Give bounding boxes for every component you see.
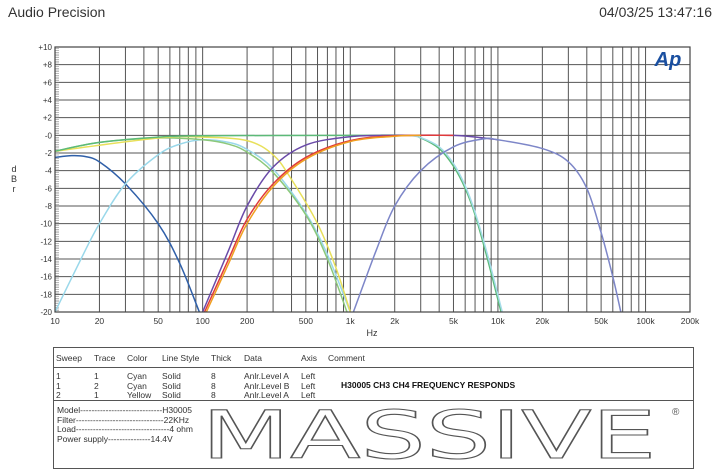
legend-cell: Anlr.Level A (244, 390, 289, 400)
x-tick-labels: 10 20 50 100 200 500 1k 2k 5k 10k 20k 50k 100k 200k (50, 316, 700, 326)
x-tick-label: 200 (240, 316, 254, 326)
x-axis-label: Hz (367, 328, 378, 338)
x-tick-label: 2k (390, 316, 400, 326)
y-tick-label: +8 (43, 61, 53, 70)
specs-block: Model-----------------------------H30005… (57, 405, 193, 444)
legend-cell: Left (301, 390, 316, 400)
legend-cell: 1 (56, 380, 61, 391)
y-axis-label-char: B (11, 174, 17, 184)
y-tick-label: -4 (45, 167, 53, 176)
y-tick-label: -2 (45, 149, 53, 158)
y-tick-label: +6 (43, 78, 53, 87)
x-tick-label: 200k (681, 316, 700, 326)
x-tick-label: 50 (153, 316, 163, 326)
series-line-4 (54, 135, 351, 313)
legend-cell: 8 (211, 371, 216, 381)
legend-cell: 8 (211, 380, 216, 391)
massive-logo-text: MASSIVE (202, 402, 657, 466)
y-tick-label: -0 (45, 131, 53, 140)
frequency-response-chart: +10+8+6+4+2-0-2-4-6-8-10-12-14-16-18-20 … (11, 43, 700, 338)
spec-model: Model-----------------------------H30005 (57, 405, 193, 415)
legend-cell: Cyan (127, 371, 147, 381)
legend-cell: Solid (162, 380, 181, 391)
series-line-7 (201, 134, 499, 313)
ap-logo: Ap (654, 49, 682, 71)
series-group (54, 134, 622, 313)
series-line-1 (54, 154, 201, 313)
legend-comment: H30005 CH3 CH4 FREQUENCY RESPONDS (341, 380, 516, 390)
spec-power: Power supply---------------14.4V (57, 433, 173, 444)
legend-table: Sweep Trace Color Line Style Thick Data … (53, 347, 694, 469)
legend-cell: 1 (56, 371, 61, 381)
col-thick: Thick (211, 353, 232, 363)
y-tick-label: -6 (45, 184, 53, 193)
x-tick-label: 100 (196, 316, 210, 326)
spec-filter: Filter-------------------------------22K… (57, 414, 190, 425)
legend-cell: Left (301, 380, 316, 391)
legend-cell: Yellow (127, 390, 152, 400)
y-tick-label: +2 (43, 114, 53, 123)
y-tick-label: -14 (40, 255, 52, 264)
x-tick-label: 10k (491, 316, 505, 326)
legend-cell: 8 (211, 390, 216, 400)
y-tick-label: +10 (38, 43, 52, 52)
legend-cell: 1 (94, 371, 99, 381)
y-tick-label: +4 (43, 96, 53, 105)
legend-cell: 1 (94, 390, 99, 400)
legend-cell: Anlr.Level A (244, 371, 289, 381)
legend-cell: Solid (162, 371, 181, 381)
y-tick-labels: +10 +8 +6 +4 +2 -0 -2 -4 -6 -8 -10 -12 -14 -16 -18 -20 (38, 43, 52, 317)
x-tick-label: 20k (536, 316, 550, 326)
series-line-10 (352, 137, 622, 313)
legend-cell: Solid (162, 390, 181, 400)
massive-logo: MASSIVE ® (201, 402, 680, 466)
x-tick-label: 100k (636, 316, 655, 326)
y-tick-label: -16 (40, 273, 52, 282)
legend-cell: Cyan (127, 380, 147, 391)
registered-mark: ® (672, 407, 680, 418)
x-tick-label: 1k (346, 316, 356, 326)
col-color: Color (127, 353, 148, 363)
legend-cell: Anlr.Level B (244, 380, 290, 391)
x-tick-label: 5k (449, 316, 459, 326)
y-axis-label-char: d (11, 164, 16, 174)
y-tick-label: -8 (45, 202, 53, 211)
legend-cell: 2 (94, 380, 99, 391)
x-tick-label: 500 (299, 316, 313, 326)
legend-cell: 2 (56, 390, 61, 400)
timestamp: 04/03/25 13:47:16 (599, 4, 712, 20)
y-tick-label: -18 (40, 290, 52, 299)
col-axis: Axis (301, 353, 318, 363)
legend-header: Sweep Trace Color Line Style Thick Data … (54, 348, 693, 368)
app-title: Audio Precision (8, 4, 106, 20)
col-line-style: Line Style (162, 353, 200, 363)
legend-rows: H30005 CH3 CH4 FREQUENCY RESPONDS 1 1 Cyan… (54, 368, 693, 401)
x-tick-label: 10 (50, 316, 60, 326)
legend-cell: Left (301, 371, 316, 381)
spec-load: Load---------------------------------4 o… (57, 424, 193, 434)
x-tick-label: 20 (95, 316, 105, 326)
x-tick-label: 50k (594, 316, 608, 326)
y-tick-label: -20 (40, 308, 52, 317)
col-sweep: Sweep (56, 353, 82, 363)
grid (54, 46, 691, 313)
col-comment: Comment (328, 353, 365, 363)
series-line-6 (408, 134, 503, 313)
col-trace: Trace (94, 353, 116, 363)
y-tick-label: -12 (40, 237, 52, 246)
plot-frame (54, 46, 691, 313)
y-axis-label-char: r (13, 184, 16, 194)
col-data: Data (244, 353, 262, 363)
series-line-9 (205, 134, 421, 313)
y-tick-label: -10 (40, 220, 52, 229)
